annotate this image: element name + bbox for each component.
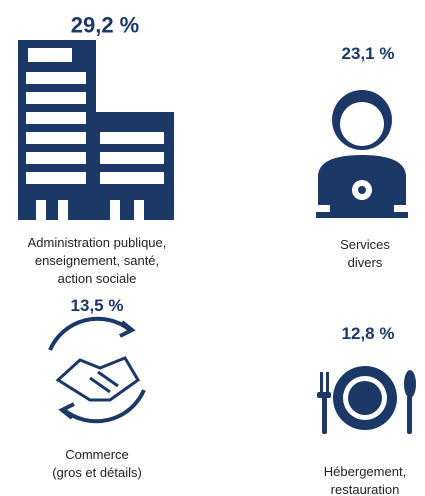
value-label: 13,5 % — [71, 296, 124, 315]
category-label: Commerce — [65, 447, 129, 462]
category-label: divers — [348, 255, 383, 270]
category-label: Administration publique, — [28, 235, 167, 250]
person-icon — [316, 90, 408, 218]
category-label: Hébergement, — [324, 464, 406, 479]
category-label: restauration — [331, 482, 400, 496]
building-icon — [18, 40, 174, 220]
value-label: 23,1 % — [342, 44, 395, 63]
value-label: 12,8 % — [342, 324, 395, 343]
handshake-icon — [48, 316, 146, 424]
category-label: enseignement, santé, — [35, 253, 159, 268]
category-label: (gros et détails) — [52, 465, 142, 480]
value-label: 29,2 % — [71, 13, 140, 38]
category-label: action sociale — [58, 271, 137, 286]
plate-icon — [317, 366, 416, 434]
category-label: Services — [340, 237, 390, 252]
